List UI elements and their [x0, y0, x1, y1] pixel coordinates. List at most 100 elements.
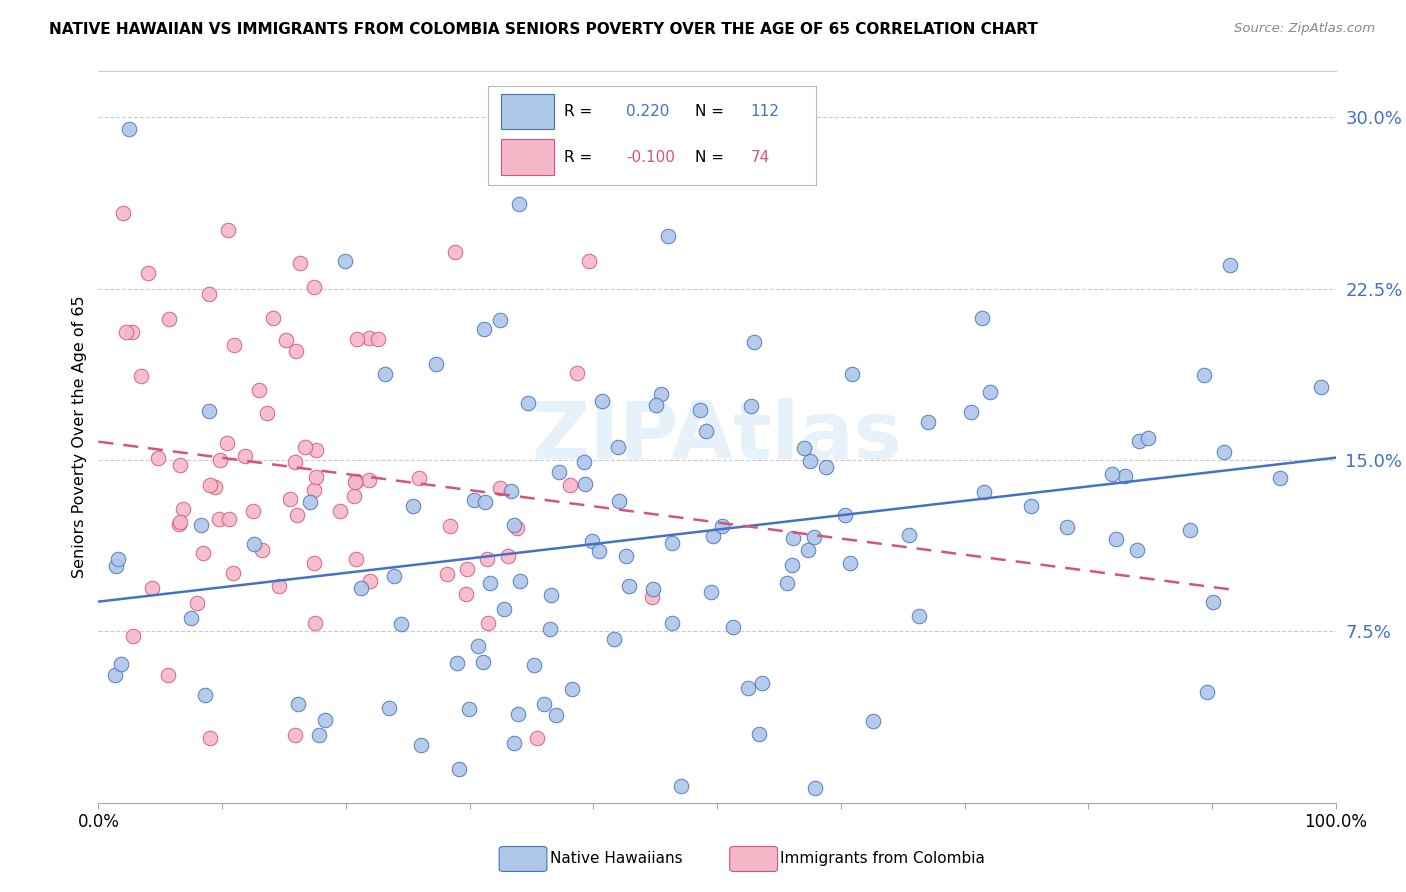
Point — [544, 708, 567, 723]
Point — [250, 542, 273, 557]
Point — [402, 499, 425, 513]
Point — [267, 579, 290, 593]
Point — [172, 501, 194, 516]
Point — [436, 567, 458, 582]
Point — [834, 508, 856, 522]
Point — [157, 668, 180, 682]
Point — [643, 582, 665, 596]
Point — [285, 508, 308, 522]
Point — [374, 367, 396, 381]
Point — [377, 700, 399, 714]
Point — [118, 121, 141, 136]
Text: Source: ZipAtlas.com: Source: ZipAtlas.com — [1234, 22, 1375, 36]
Point — [456, 562, 478, 576]
Point — [304, 280, 326, 294]
Point — [503, 736, 526, 750]
Point — [498, 549, 520, 563]
Point — [449, 762, 471, 776]
Point — [107, 552, 129, 566]
Point — [408, 470, 430, 484]
Point — [607, 494, 630, 508]
Point — [456, 587, 478, 601]
Point — [247, 384, 270, 398]
Point — [689, 403, 711, 417]
Y-axis label: Seniors Poverty Over the Age of 65: Seniors Poverty Over the Age of 65 — [72, 296, 87, 578]
Point — [304, 616, 326, 631]
Point — [284, 728, 307, 742]
Point — [474, 494, 496, 508]
Point — [204, 480, 226, 494]
Point — [463, 492, 485, 507]
Point — [218, 511, 240, 525]
Text: NATIVE HAWAIIAN VS IMMIGRANTS FROM COLOMBIA SENIORS POVERTY OVER THE AGE OF 65 C: NATIVE HAWAIIAN VS IMMIGRANTS FROM COLOM… — [49, 22, 1038, 37]
Point — [344, 474, 367, 488]
Point — [508, 197, 530, 211]
Point — [526, 731, 548, 746]
Point — [1192, 368, 1215, 382]
Point — [382, 569, 405, 583]
Point — [193, 688, 215, 702]
Point — [389, 617, 412, 632]
Point — [191, 546, 214, 560]
Point — [588, 544, 610, 558]
Point — [572, 455, 595, 469]
Point — [959, 405, 981, 419]
Point — [862, 714, 884, 729]
Point — [122, 629, 145, 643]
Point — [146, 450, 169, 465]
Point — [129, 368, 152, 383]
Point — [215, 436, 238, 450]
Point — [505, 521, 527, 535]
Point — [780, 558, 803, 572]
Point — [208, 512, 231, 526]
Point — [305, 442, 328, 457]
Point — [329, 504, 352, 518]
Point — [167, 517, 190, 532]
Point — [803, 530, 825, 544]
Point — [1114, 469, 1136, 483]
Point — [475, 552, 498, 566]
Point — [479, 576, 502, 591]
Point — [499, 484, 522, 499]
Point — [606, 440, 628, 454]
Point — [671, 779, 693, 793]
Point — [256, 406, 278, 420]
Point — [276, 333, 298, 347]
Point — [970, 311, 993, 326]
Point — [614, 549, 637, 563]
Point — [489, 481, 512, 495]
Point — [1202, 595, 1225, 609]
Point — [1219, 258, 1241, 272]
Point — [561, 681, 583, 696]
Point — [815, 459, 838, 474]
Point — [560, 478, 582, 492]
Point — [186, 597, 208, 611]
Point — [751, 676, 773, 690]
Point — [157, 311, 180, 326]
Point — [488, 312, 510, 326]
Point — [841, 368, 863, 382]
Point — [650, 386, 672, 401]
Point — [567, 367, 589, 381]
Point — [233, 449, 256, 463]
Point — [169, 515, 191, 529]
Point — [208, 453, 231, 467]
Point — [657, 229, 679, 244]
Point — [973, 484, 995, 499]
Point — [302, 556, 325, 570]
Point — [737, 681, 759, 695]
Point — [547, 465, 569, 479]
Point — [110, 657, 132, 671]
Point — [1310, 380, 1333, 394]
Point — [190, 517, 212, 532]
Point — [294, 440, 316, 454]
Point — [346, 332, 368, 346]
Point — [198, 731, 221, 745]
Point — [908, 608, 931, 623]
Point — [721, 620, 744, 634]
Point — [302, 483, 325, 497]
Point — [104, 559, 127, 574]
Point — [702, 529, 724, 543]
Point — [748, 727, 770, 741]
Point — [1021, 499, 1043, 513]
